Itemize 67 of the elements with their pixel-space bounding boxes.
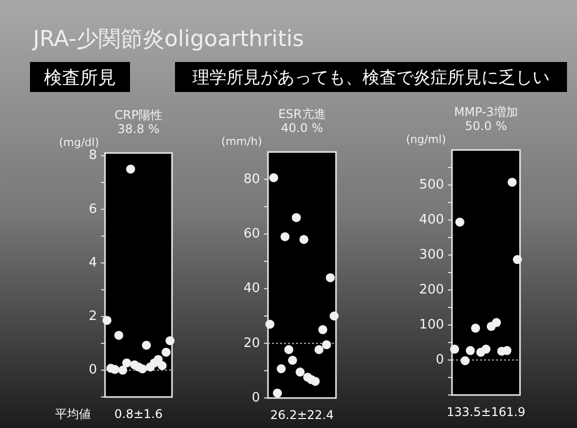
y-tick-label: 400 — [419, 212, 444, 228]
y-tick-label: 200 — [419, 282, 444, 298]
point — [269, 173, 278, 182]
y-tick-label: 2 — [88, 309, 97, 324]
point — [288, 356, 298, 365]
point — [122, 358, 132, 368]
point — [471, 324, 480, 333]
y-tick-label: 0 — [436, 352, 444, 368]
text: JRA-少関節炎oligoarthritis — [31, 27, 304, 52]
y-tick-label: 40 — [243, 281, 260, 296]
point — [466, 346, 475, 356]
point — [118, 366, 128, 375]
point — [126, 164, 136, 174]
y-axis-title: (mg/dl) — [58, 136, 99, 149]
point — [482, 344, 490, 354]
point — [138, 364, 147, 374]
point — [512, 255, 522, 264]
point — [492, 318, 501, 328]
point — [102, 316, 112, 325]
point — [280, 232, 290, 242]
point — [292, 213, 301, 222]
chart-subtitle: 38.8 % — [118, 122, 160, 136]
point — [322, 340, 332, 350]
point — [265, 320, 274, 329]
y-tick-label: 6 — [88, 202, 97, 217]
point — [508, 178, 517, 187]
point — [284, 345, 294, 354]
point — [276, 364, 286, 374]
chart-subtitle: 50.0 % — [465, 119, 507, 133]
point — [310, 376, 320, 386]
y-tick-label: 100 — [419, 318, 444, 332]
chart-title: CRP陽性 — [114, 108, 162, 122]
text: 26.2±22.4 — [270, 408, 334, 422]
y-axis-title: (mm/h) — [221, 135, 262, 148]
point — [450, 344, 460, 354]
point — [330, 312, 339, 320]
text: 133.5±161.9 — [446, 405, 526, 419]
y-tick-label: 60 — [243, 226, 260, 242]
chart-title: ESR亢進 — [278, 107, 326, 121]
chart-title: MMP-3増加 — [454, 105, 518, 119]
text: 検査所見 — [44, 68, 116, 88]
point — [299, 234, 308, 244]
point — [460, 356, 470, 366]
y-tick-label: 0 — [252, 390, 260, 406]
point — [142, 340, 151, 350]
point — [314, 345, 324, 354]
y-axis-title: (ng/ml) — [406, 133, 446, 146]
point — [114, 330, 124, 340]
point — [326, 273, 335, 282]
y-tick-label: 4 — [88, 255, 97, 270]
point — [296, 368, 305, 377]
point — [272, 388, 282, 398]
point — [158, 361, 167, 370]
point — [162, 348, 171, 357]
text: 理学所見があっても、検査で炎症所見に乏しい — [192, 68, 550, 88]
point — [318, 325, 328, 334]
y-tick-label: 300 — [419, 248, 444, 262]
point — [166, 336, 175, 346]
chart-subtitle: 40.0 % — [281, 121, 323, 135]
y-tick-label: 20 — [243, 336, 260, 351]
text: 0.8±1.6 — [114, 407, 163, 421]
text: 平均値 — [55, 407, 91, 421]
point — [455, 218, 464, 227]
y-tick-label: 500 — [419, 178, 444, 192]
y-tick-label: 8 — [88, 148, 97, 164]
y-tick-label: 0 — [88, 362, 97, 378]
y-tick-label: 80 — [243, 172, 260, 187]
